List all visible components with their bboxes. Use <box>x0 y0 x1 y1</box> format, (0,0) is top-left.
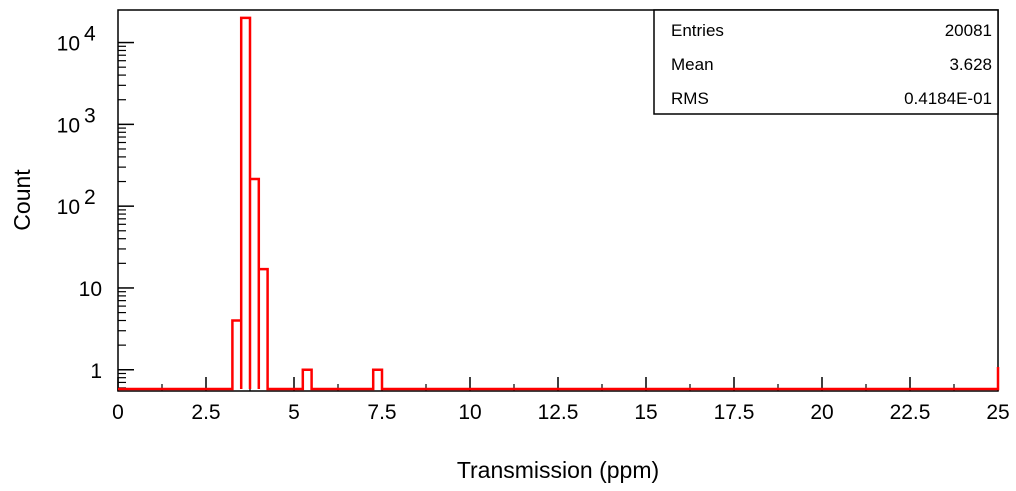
x-tick-label: 12.5 <box>538 401 579 424</box>
x-tick-label: 20 <box>810 401 833 424</box>
x-tick-label: 22.5 <box>890 401 931 424</box>
y-tick-exponent: 4 <box>84 23 96 46</box>
stats-box-frame <box>653 9 999 115</box>
x-tick-label: 17.5 <box>714 401 755 424</box>
x-tick-label: 10 <box>458 401 481 424</box>
y-tick-exponent: 3 <box>84 104 96 127</box>
x-tick-label: 5 <box>288 401 300 424</box>
x-tick-label: 25 <box>986 401 1009 424</box>
stats-value: 3.628 <box>949 55 992 74</box>
stats-label: Entries <box>671 21 724 40</box>
stats-box: Entries 20081 Mean 3.628 RMS 0.4184E-01 <box>653 9 999 115</box>
stats-label: RMS <box>671 89 709 108</box>
histogram-series <box>118 16 1000 391</box>
stats-value: 0.4184E-01 <box>904 89 992 108</box>
x-tick-label: 2.5 <box>191 401 220 424</box>
y-tick-exponent: 2 <box>84 186 96 209</box>
y-tick-label: 10 <box>57 114 80 137</box>
stats-value: 20081 <box>945 21 992 40</box>
y-tick-label: 10 <box>57 196 80 219</box>
y-tick-label: 10 <box>57 33 80 56</box>
x-axis-ticks: 0 2.5 5 7.5 10 12.5 15 17.5 20 22.5 25 <box>112 377 1010 424</box>
y-tick-label: 10 <box>79 278 102 301</box>
x-tick-label: 0 <box>112 401 124 424</box>
y-tick-label: 1 <box>90 360 102 383</box>
y-axis-title: Count <box>9 169 35 231</box>
x-axis-title: Transmission (ppm) <box>457 457 659 483</box>
stats-label: Mean <box>671 55 714 74</box>
x-tick-label: 15 <box>634 401 657 424</box>
x-tick-label: 7.5 <box>367 401 396 424</box>
